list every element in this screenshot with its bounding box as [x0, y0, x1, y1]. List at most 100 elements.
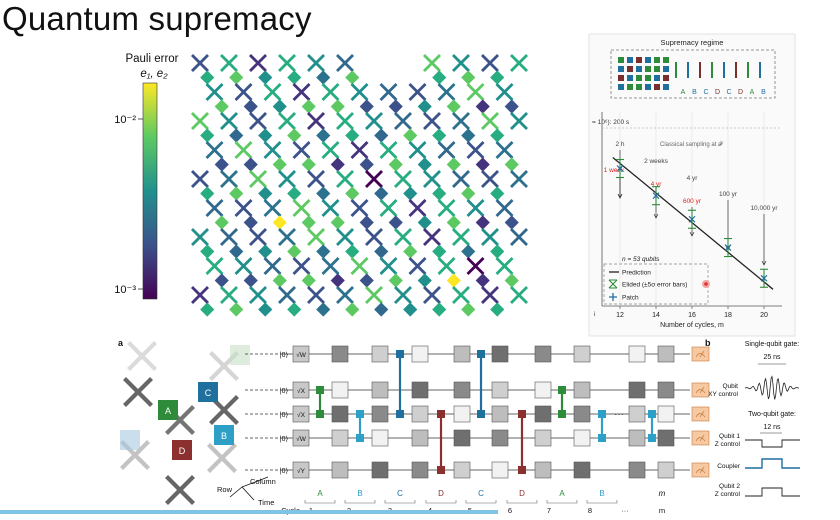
pattern-letter: B	[599, 489, 604, 498]
legend-prediction: Prediction	[622, 270, 651, 277]
two-qubit-gate-end	[648, 410, 656, 418]
inset-qubit	[654, 75, 660, 81]
coupler-diamond	[374, 128, 389, 143]
single-qubit-gate	[331, 345, 349, 363]
single-qubit-gate	[573, 405, 591, 423]
qubit-cross	[423, 112, 441, 130]
qubit-cross	[249, 286, 267, 304]
pattern-letter: B	[357, 489, 362, 498]
coupler-diamond	[403, 302, 418, 317]
time-label: Time	[258, 498, 274, 507]
legend-patch: Patch	[622, 295, 639, 302]
single-qubit-gate	[331, 461, 349, 479]
qubit-cross	[452, 170, 470, 188]
qubit-cross	[437, 257, 456, 275]
single-qubit-gate	[453, 461, 471, 479]
readout-box	[691, 382, 710, 398]
single-qubit-gate	[411, 405, 429, 423]
two-gate-ns: 12 ns	[763, 424, 781, 431]
inset-letter: B	[761, 89, 766, 96]
qubit-cross	[408, 199, 427, 217]
qubit-cross	[263, 257, 282, 275]
coupler-diamond	[432, 128, 447, 143]
readout-box	[691, 462, 710, 478]
two-qubit-gate-end	[316, 386, 324, 394]
single-qubit-gate	[657, 381, 675, 399]
coupler-diamond	[330, 157, 345, 172]
qubit-cross	[234, 83, 253, 101]
coupler-diamond	[461, 244, 476, 259]
coupler-diamond	[229, 244, 244, 259]
coupler-diamond	[316, 302, 331, 317]
single-qubit-gate	[657, 429, 675, 447]
qubit-cross	[379, 199, 398, 217]
inset-box	[610, 49, 776, 99]
inset-qubit	[636, 75, 642, 81]
lattice-qubit	[209, 395, 239, 425]
qubit-cross	[394, 170, 412, 188]
pattern-letter: C	[478, 489, 484, 498]
coupler-diamond	[490, 186, 505, 201]
single-qubit-gate	[628, 405, 646, 423]
qubit-cross	[263, 199, 282, 217]
qubit-cross	[278, 112, 296, 130]
readout-box	[691, 430, 710, 446]
lattice-coupler	[214, 425, 234, 445]
qubit-cross	[423, 54, 441, 72]
inset-qubit	[645, 84, 651, 90]
inset-qubit	[663, 84, 669, 90]
coupler-diamond	[446, 273, 461, 288]
single-qubit-gate	[411, 345, 429, 363]
qubit-cross	[379, 141, 398, 159]
qubit-cross	[452, 54, 470, 72]
qubit-cross	[336, 112, 354, 130]
qubit-cross	[481, 286, 499, 304]
pattern-letter: C	[397, 489, 403, 498]
qubit-init: |0⟩	[280, 467, 289, 475]
coupler-diamond	[243, 157, 258, 172]
lattice-coupler-letter: B	[221, 431, 227, 441]
qubit-cross	[350, 257, 369, 275]
coupler-diamond	[243, 273, 258, 288]
lattice-qubit	[123, 377, 153, 407]
pattern-letter-m: m	[659, 489, 666, 498]
two-qubit-gate-end	[396, 410, 404, 418]
qubit-cross	[278, 170, 296, 188]
qubit-cross	[408, 83, 427, 101]
qubit-cross	[408, 141, 427, 159]
chart-title: Supremacy regime	[661, 38, 724, 47]
lattice-qubit	[165, 475, 195, 505]
qubit-cross	[321, 141, 340, 159]
single-qubit-gate	[534, 461, 552, 479]
colorbar-subtitle: e₁, e₂	[140, 68, 168, 80]
qubit-cross	[307, 228, 325, 246]
inset-qubit	[645, 57, 651, 63]
lattice-coupler	[120, 430, 140, 450]
two-qubit-gate-end	[558, 410, 566, 418]
pattern-letter: A	[317, 489, 323, 498]
data-point	[760, 274, 768, 282]
inset-qubit	[618, 57, 624, 63]
inset-qubit	[645, 75, 651, 81]
first-gate-label: √Y	[297, 467, 306, 475]
qubit-cross	[278, 54, 296, 72]
qubit-error-lattice	[191, 54, 528, 317]
qubit-init: |0⟩	[280, 411, 289, 419]
two-qubit-gate-end	[356, 410, 364, 418]
single-qubit-gate	[453, 429, 471, 447]
two-qubit-gate-end	[437, 410, 445, 418]
qubit1-label-2: Z control	[715, 441, 741, 448]
coupler-diamond	[287, 244, 302, 259]
qubit2-label-2: Z control	[715, 491, 741, 498]
coupler-diamond	[258, 186, 273, 201]
single-qubit-gate	[573, 429, 591, 447]
coupler-diamond	[200, 244, 215, 259]
panel-a-label: a	[118, 338, 124, 348]
coupler-diamond	[258, 302, 273, 317]
qubit-cross	[205, 141, 224, 159]
qubit-cross	[249, 54, 267, 72]
chart-small-i: i	[594, 311, 595, 318]
coupler-diamond	[316, 244, 331, 259]
inset-letter: D	[738, 89, 743, 96]
colorbar-gradient	[142, 82, 158, 300]
